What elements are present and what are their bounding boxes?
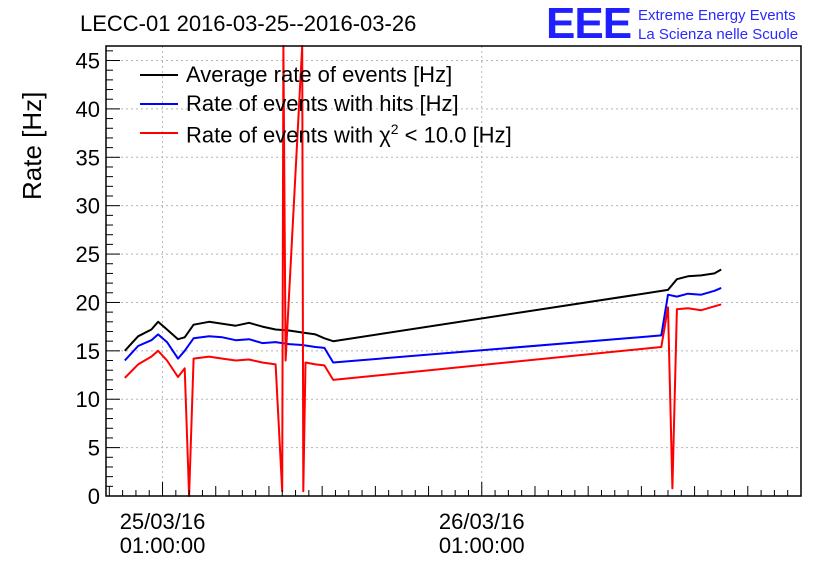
logo-line-1: Extreme Energy Events <box>638 7 796 24</box>
y-tick-label-6: 30 <box>76 194 100 219</box>
legend-swatch-average <box>140 73 178 76</box>
legend-item-chi2: Rate of events with χ2 < 10.0 [Hz] <box>140 115 610 149</box>
legend-item-average: Average rate of events [Hz] <box>140 60 610 89</box>
legend-label-chi2-sup: 2 <box>390 121 399 138</box>
series-line-1 <box>124 286 722 364</box>
legend-label-chi2-suffix: < 10.0 [Hz] <box>398 122 512 148</box>
x-tick-date-0: 25/03/16 <box>119 509 206 534</box>
y-tick-label-1: 5 <box>88 436 100 461</box>
legend-label-chi2-prefix: Rate of events with χ <box>186 122 391 148</box>
chart-title: LECC-01 2016-03-25--2016-03-26 <box>80 11 417 36</box>
y-tick-label-0: 0 <box>88 484 100 509</box>
logo-mark: EEE <box>546 0 632 48</box>
legend-swatch-chi2 <box>140 131 178 134</box>
y-tick-label-7: 35 <box>76 145 100 170</box>
legend: Average rate of events [Hz] Rate of even… <box>140 60 610 149</box>
legend-label-hits: Rate of events with hits [Hz] <box>186 90 459 116</box>
series-line-0 <box>124 268 722 352</box>
logo-text: Extreme Energy Events La Scienza nelle S… <box>638 6 798 44</box>
eee-logo: EEE Extreme Energy Events La Scienza nel… <box>546 0 836 48</box>
legend-label-average: Average rate of events [Hz] <box>186 61 453 87</box>
legend-swatch-hits <box>140 102 178 105</box>
legend-label-chi2: Rate of events with χ2 < 10.0 [Hz] <box>186 115 512 149</box>
y-tick-label-8: 40 <box>76 97 100 122</box>
x-tick-date-1: 26/03/16 <box>438 509 525 534</box>
x-tick-time-0: 01:00:00 <box>119 533 206 558</box>
x-tick-time-1: 01:00:00 <box>438 533 525 558</box>
y-tick-label-5: 25 <box>76 242 100 267</box>
y-tick-label-2: 10 <box>76 387 100 412</box>
y-tick-label-3: 15 <box>76 339 100 364</box>
logo-line-2: La Scienza nelle Scuole <box>638 26 799 43</box>
y-tick-label-9: 45 <box>76 49 100 74</box>
x-tick-label-0: 25/03/16 01:00:00 <box>93 510 233 558</box>
series-line-2 <box>124 45 722 497</box>
y-tick-label-4: 20 <box>76 290 100 315</box>
legend-item-hits: Rate of events with hits [Hz] <box>140 89 610 118</box>
plot-frame <box>105 45 802 497</box>
x-tick-label-1: 26/03/16 01:00:00 <box>412 510 552 558</box>
